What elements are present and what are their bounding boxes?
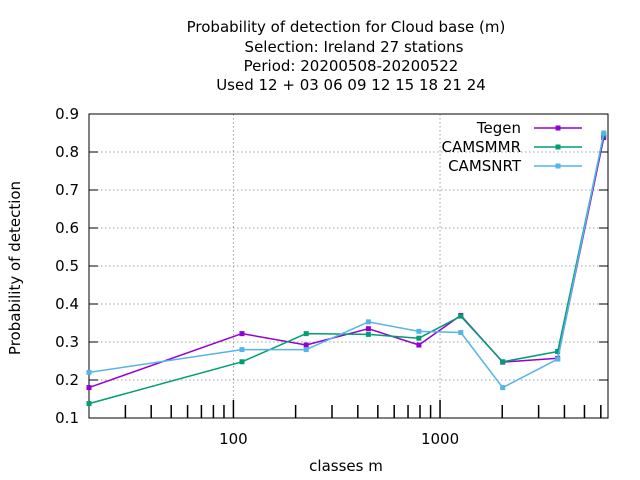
y-tick-label: 0.2 xyxy=(55,371,79,389)
legend-label: CAMSNRT xyxy=(448,157,522,175)
chart-title-line-2: Selection: Ireland 27 stations xyxy=(245,38,464,56)
data-point xyxy=(303,342,309,348)
y-tick-label: 0.7 xyxy=(55,181,79,199)
chart-title-line-4: Used 12 + 03 06 09 12 15 18 21 24 xyxy=(216,76,486,94)
grid xyxy=(89,114,608,418)
x-tick-label: 100 xyxy=(219,430,248,448)
data-point xyxy=(500,385,506,391)
legend-label: CAMSMMR xyxy=(441,138,521,156)
data-point xyxy=(303,331,309,337)
series-line-camsmmr xyxy=(88,134,605,405)
data-point xyxy=(416,342,422,348)
data-point xyxy=(365,331,371,337)
y-axis-label: Probability of detection xyxy=(6,181,24,355)
y-tick-label: 0.5 xyxy=(55,257,79,275)
legend-label: Tegen xyxy=(476,119,521,137)
data-point xyxy=(458,330,464,335)
data-point xyxy=(365,319,371,325)
data-point xyxy=(416,328,422,334)
data-point xyxy=(555,349,561,354)
legend-marker xyxy=(555,163,561,169)
legend-marker xyxy=(555,125,561,131)
y-tick-label: 0.4 xyxy=(55,295,79,313)
chart-title-line-1: Probability of detection for Cloud base … xyxy=(187,18,506,36)
series-line-camsnrt xyxy=(88,132,605,389)
data-point xyxy=(239,331,245,337)
data-point xyxy=(86,385,92,391)
axis-ticks: 0.1 0.2 0.3 0.4 0.5 0.6 0.7 0.8 0.9 100 1000 xyxy=(55,105,608,448)
data-point xyxy=(365,326,371,332)
x-tick-label: 1000 xyxy=(421,430,459,448)
data-point xyxy=(303,347,309,353)
x-axis-label: classes m xyxy=(309,457,383,475)
data-point xyxy=(416,335,422,341)
data-point xyxy=(86,369,92,375)
data-point xyxy=(86,401,92,407)
data-point xyxy=(239,359,245,365)
y-tick-label: 0.9 xyxy=(55,105,79,123)
data-point xyxy=(458,313,464,319)
y-tick-label: 0.6 xyxy=(55,219,79,237)
data-point xyxy=(555,356,561,362)
data-point xyxy=(239,347,245,353)
chart-title-line-3: Period: 20200508-20200522 xyxy=(244,57,459,75)
y-tick-label: 0.1 xyxy=(55,409,79,427)
series-line-tegen xyxy=(88,137,605,389)
y-tick-label: 0.8 xyxy=(55,143,79,161)
legend-marker xyxy=(555,144,561,150)
data-point xyxy=(500,359,506,365)
series-lines xyxy=(86,130,607,407)
data-point xyxy=(601,130,607,136)
plot-frame xyxy=(88,113,609,419)
y-tick-label: 0.3 xyxy=(55,333,79,351)
